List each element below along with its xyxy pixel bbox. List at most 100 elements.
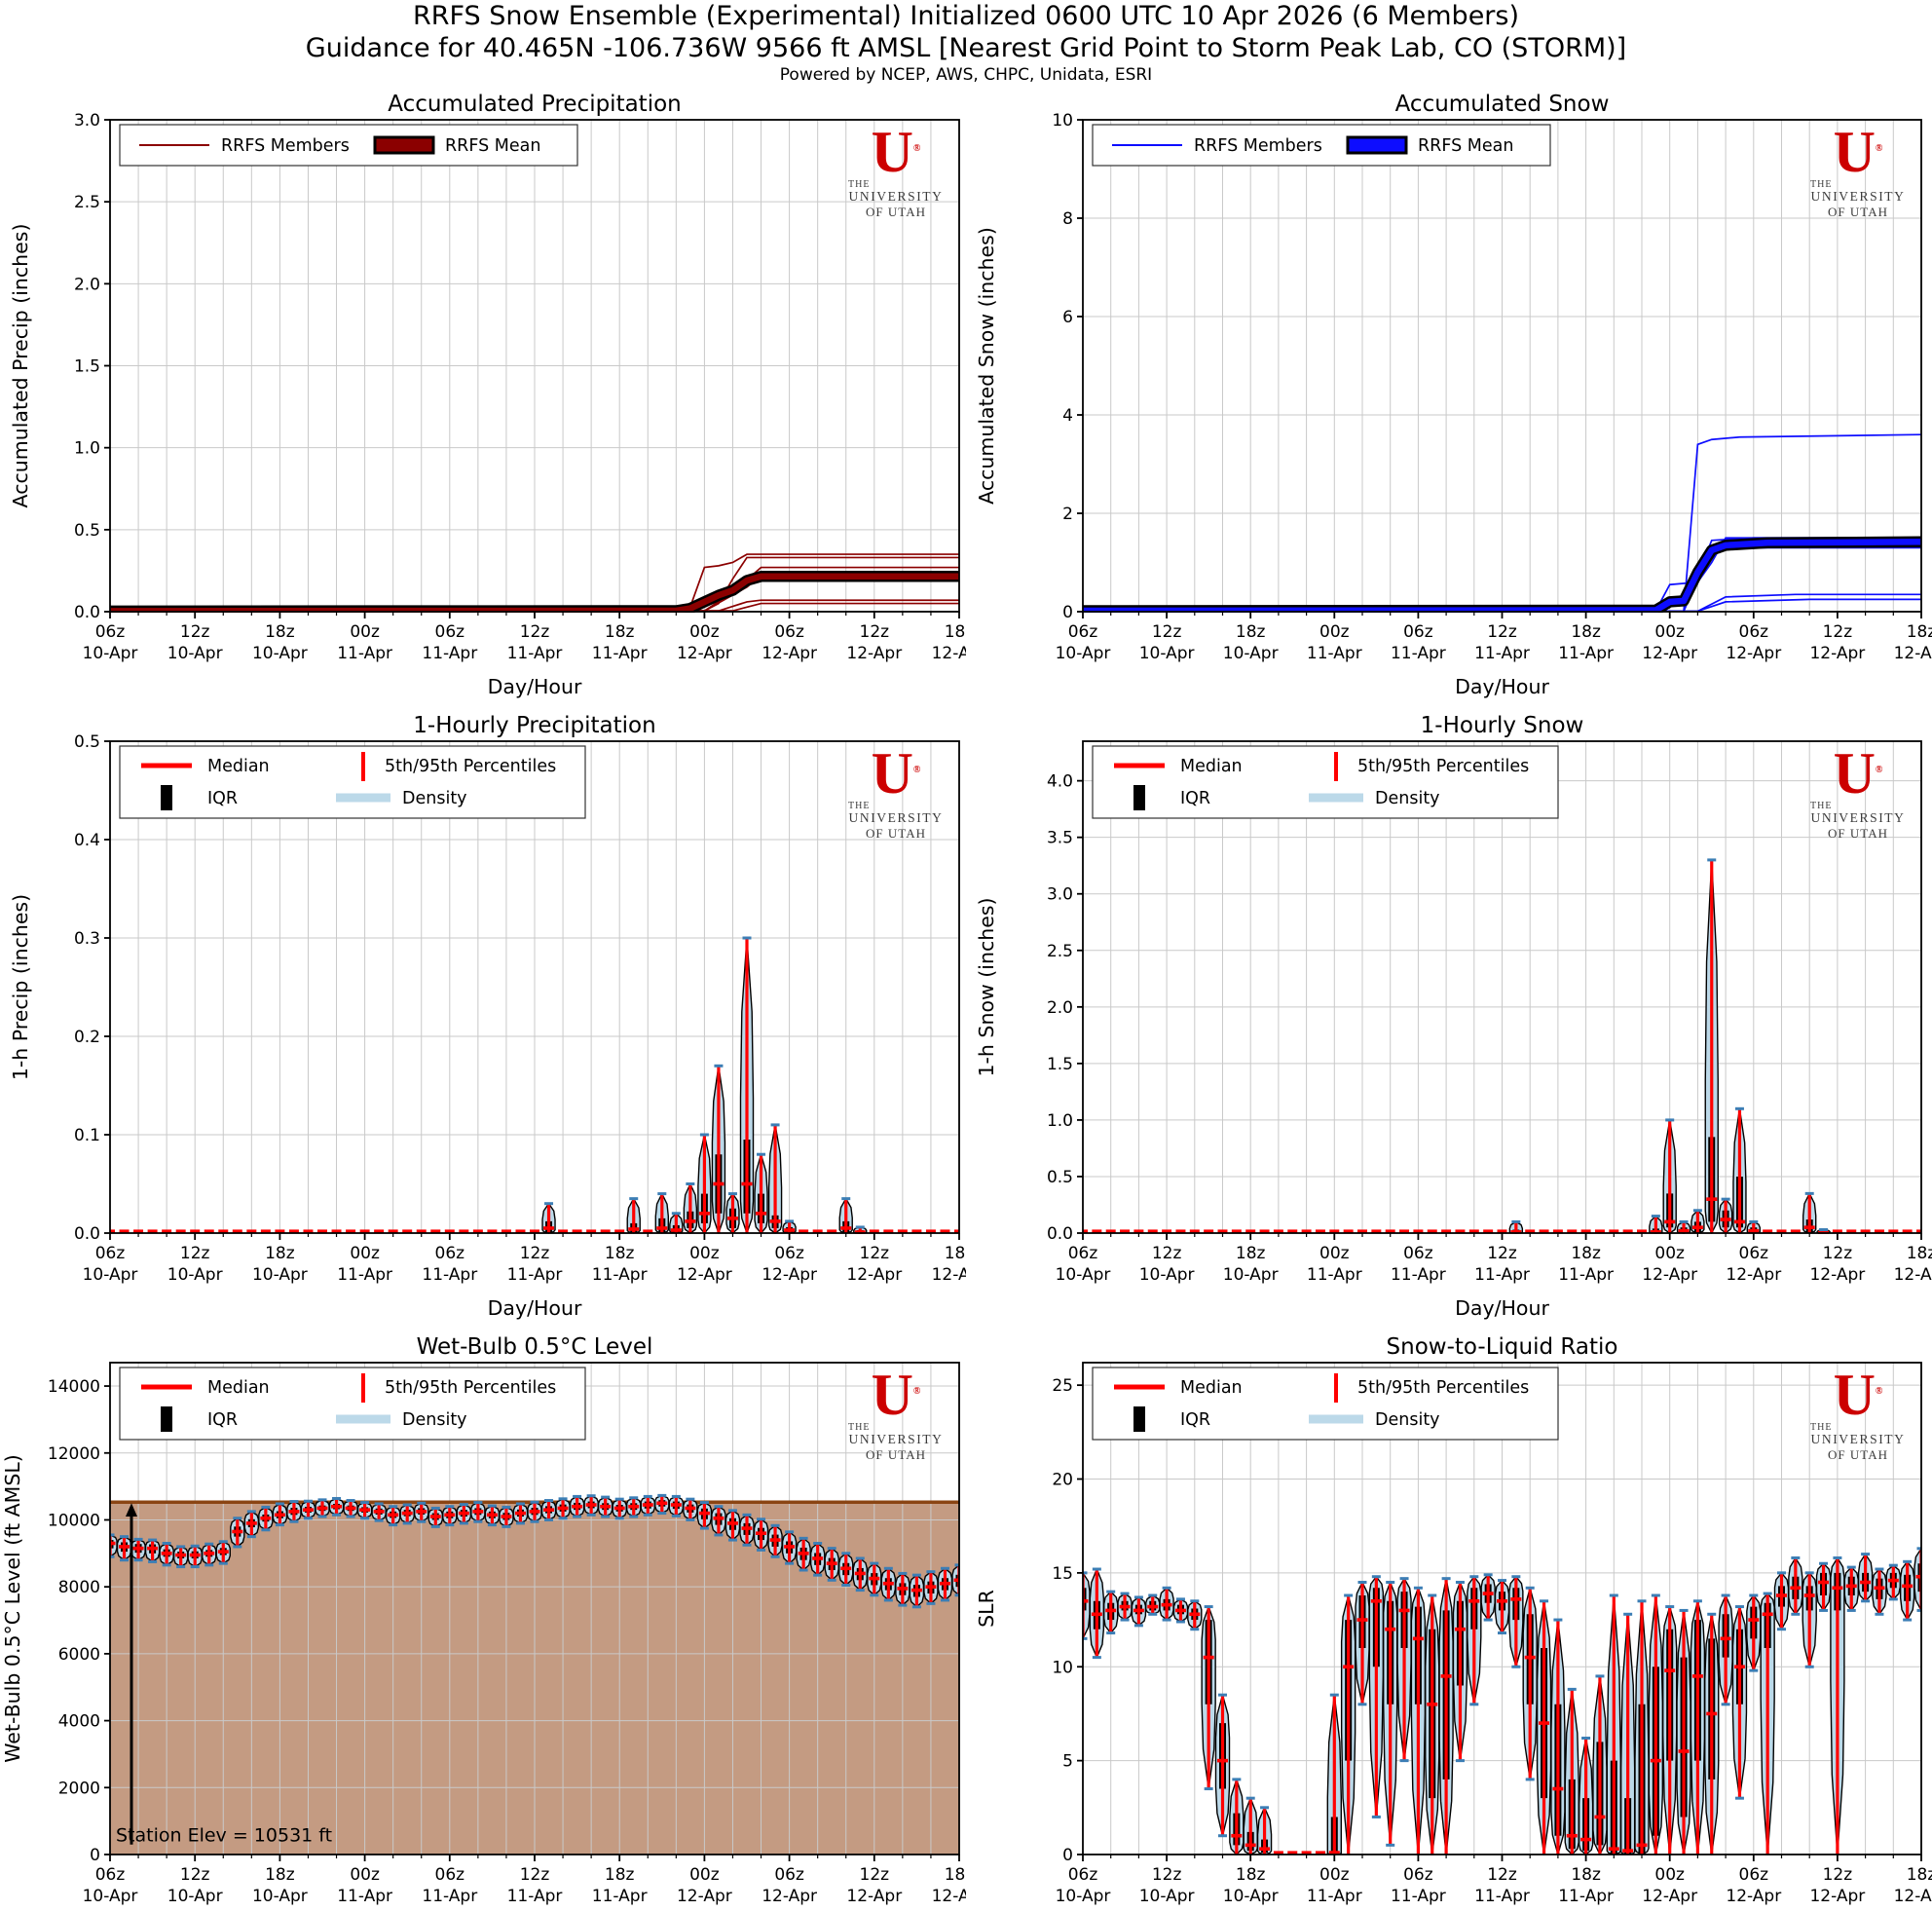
x-tick-day: 11-Apr	[592, 1265, 648, 1285]
tick-marks	[104, 740, 960, 1240]
tick-marks	[104, 1385, 960, 1861]
y-axis-label: Wet-Bulb 0.5°C Level (ft AMSL)	[1, 1454, 24, 1763]
x-tick-day: 12-Apr	[1726, 1887, 1781, 1906]
x-tick-day: 12-Apr	[677, 644, 732, 663]
x-tick-hour: 12z	[520, 1865, 550, 1885]
x-tick-day: 10-Apr	[1056, 644, 1111, 663]
x-tick-day: 10-Apr	[167, 1887, 223, 1906]
logo-the: THE	[1810, 179, 1833, 190]
logo-of-utah: OF UTAH	[866, 1447, 926, 1462]
x-tick-hour: 12z	[180, 622, 210, 642]
x-tick-day: 12-Apr	[1894, 644, 1932, 663]
x-tick-day: 11-Apr	[592, 1887, 648, 1906]
logo-u-mark: U®	[871, 120, 921, 184]
x-tick-hour: 18z	[605, 1244, 635, 1263]
x-tick-hour: 12z	[1152, 1865, 1182, 1885]
logo-the: THE	[1810, 801, 1833, 811]
x-tick-day: 10-Apr	[1223, 1887, 1279, 1906]
x-tick-hour: 18z	[1571, 622, 1601, 642]
x-tick-day: 11-Apr	[507, 644, 563, 663]
y-tick-label: 3.5	[1047, 829, 1073, 848]
y-tick-label: 10	[1052, 1658, 1073, 1677]
legend: Median IQR 5th/95th Percentiles Density	[119, 1367, 586, 1441]
y-tick-label: 4	[1062, 406, 1073, 426]
x-tick-day: 12-Apr	[932, 644, 966, 663]
series-group	[1083, 858, 1921, 1234]
legend: Median IQR 5th/95th Percentiles Density	[1092, 745, 1559, 819]
x-tick-day: 11-Apr	[1307, 644, 1362, 663]
y-tick-label: 0	[1062, 1846, 1073, 1865]
y-tick-label: 2.5	[74, 193, 100, 212]
y-tick-label: 2.0	[1047, 998, 1073, 1018]
x-tick-hour: 06z	[95, 1865, 126, 1885]
y-tick-label: 3.0	[74, 111, 100, 131]
x-tick-day: 11-Apr	[507, 1265, 563, 1285]
x-tick-hour: 06z	[1403, 1865, 1433, 1885]
tick-marks	[1077, 119, 1922, 618]
x-tick-hour: 00z	[1319, 1244, 1350, 1263]
y-tick-label: 2	[1062, 505, 1073, 524]
legend-iqr-label: IQR	[1180, 789, 1210, 808]
x-tick-day: 11-Apr	[1474, 1887, 1530, 1906]
x-tick-day: 10-Apr	[83, 1265, 138, 1285]
panel-title: Accumulated Precipitation	[388, 93, 682, 117]
x-tick-hour: 12z	[1823, 1865, 1853, 1885]
x-tick-hour: 06z	[1739, 1244, 1769, 1263]
x-tick-day: 12-Apr	[846, 1887, 902, 1906]
x-tick-hour: 00z	[350, 1865, 380, 1885]
x-tick-day: 12-Apr	[1809, 1887, 1865, 1906]
x-tick-day: 12-Apr	[1642, 1887, 1697, 1906]
slr-chart: Snow-to-Liquid Ratio 06z 10-Apr 12z 10-Apr 18…	[975, 1335, 1932, 1906]
y-tick-label: 0.5	[74, 732, 100, 752]
y-tick-label: 0.5	[1047, 1168, 1073, 1187]
university-logo: U® THE UNIVERSITY OF UTAH	[1801, 1366, 1915, 1463]
y-tick-label: 2.0	[74, 275, 100, 294]
x-tick-hour: 18z	[1236, 1865, 1266, 1885]
legend-members-label: RRFS Members	[221, 136, 350, 156]
legend-mean-label: RRFS Mean	[1418, 136, 1513, 156]
x-tick-hour: 18z	[1571, 1865, 1601, 1885]
x-tick-day: 11-Apr	[1558, 1887, 1614, 1906]
y-axis-label: 1-h Precip (inches)	[9, 894, 32, 1080]
panel-title: Wet-Bulb 0.5°C Level	[417, 1335, 653, 1360]
x-tick-hour: 18z	[265, 622, 295, 642]
tick-marks	[1077, 1384, 1922, 1861]
x-tick-hour: 00z	[1654, 1865, 1685, 1885]
panel-title: Accumulated Snow	[1395, 93, 1610, 117]
y-tick-label: 0.2	[74, 1028, 100, 1047]
logo-of-utah: OF UTAH	[866, 205, 926, 219]
x-tick-hour: 12z	[1152, 622, 1182, 642]
x-tick-hour: 12z	[1487, 1244, 1517, 1263]
y-tick-label: 8000	[58, 1578, 100, 1597]
legend: RRFS Members RRFS Mean	[119, 124, 578, 167]
logo-u-mark: U®	[1833, 120, 1883, 184]
y-tick-label: 0.0	[74, 1224, 100, 1244]
x-tick-hour: 12z	[180, 1865, 210, 1885]
y-tick-label: 0.3	[74, 929, 100, 949]
logo-of-utah: OF UTAH	[866, 826, 926, 841]
legend-median-label: Median	[207, 757, 270, 776]
x-tick-day: 11-Apr	[337, 1887, 392, 1906]
y-tick-label: 0.1	[74, 1126, 100, 1145]
figure-subtitle: Guidance for 40.465N -106.736W 9566 ft A…	[305, 33, 1627, 63]
university-logo: U® THE UNIVERSITY OF UTAH	[838, 120, 953, 220]
x-tick-day: 12-Apr	[846, 644, 902, 663]
x-tick-day: 12-Apr	[932, 1887, 966, 1906]
tick-marks	[1077, 779, 1922, 1240]
y-tick-label: 0.0	[74, 603, 100, 622]
accum-precip-chart: Accumulated Precipitation 06z 10-Apr 12z 10-…	[9, 93, 966, 698]
accum-snow-chart: Accumulated Snow 06z 10-Apr 12z 10-Apr 18z 10-…	[975, 93, 1932, 698]
logo-university: UNIVERSITY	[1810, 189, 1906, 204]
x-tick-hour: 06z	[774, 1865, 804, 1885]
y-tick-label: 15	[1052, 1564, 1073, 1584]
panel-title: 1-Hourly Snow	[1421, 714, 1584, 738]
legend-percentile-label: 5th/95th Percentiles	[385, 757, 556, 776]
x-tick-day: 10-Apr	[83, 644, 138, 663]
y-tick-label: 5	[1062, 1752, 1073, 1772]
x-tick-day: 12-Apr	[1809, 1265, 1865, 1285]
x-tick-day: 10-Apr	[252, 1887, 308, 1906]
logo-u-mark: U®	[1833, 741, 1883, 806]
x-tick-hour: 18z	[945, 1244, 966, 1263]
x-tick-hour: 00z	[350, 1244, 380, 1263]
